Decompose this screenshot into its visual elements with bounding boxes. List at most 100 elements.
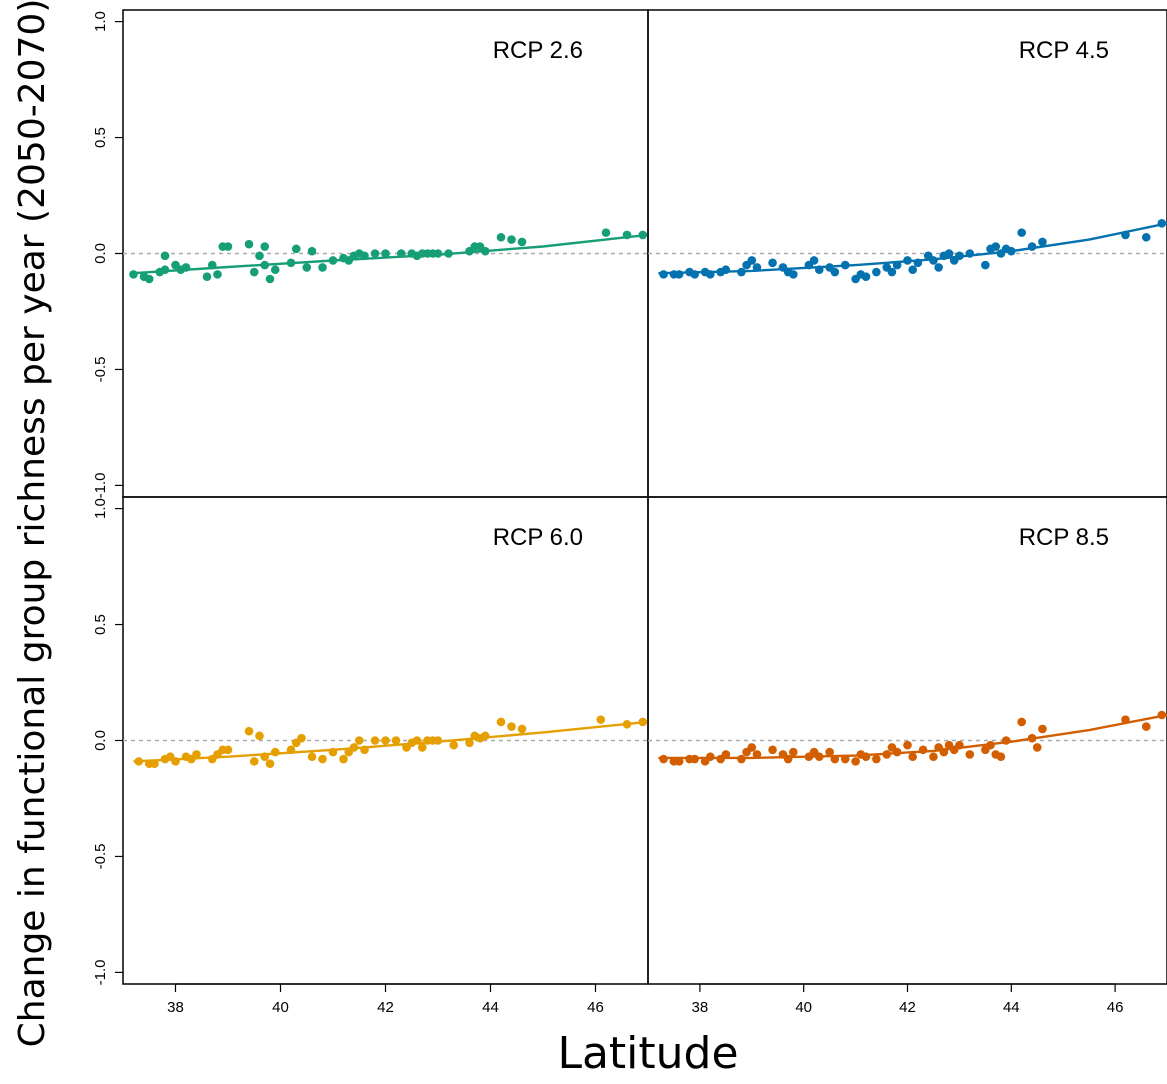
data-point — [903, 256, 912, 265]
panel-2: -1.0 -0.5 0.0 0.5 1.0 38 40 42 44 46 RCP 6.0 — [92, 496, 649, 1016]
data-point — [244, 726, 254, 736]
data-point — [789, 270, 798, 279]
y-tick-label: 0.0 — [92, 243, 109, 264]
data-point — [160, 265, 170, 275]
y-tick-label: 1.0 — [92, 498, 109, 519]
data-point — [307, 246, 317, 256]
data-point — [705, 752, 715, 762]
x-tick-label: 44 — [1003, 999, 1020, 1016]
data-point — [417, 743, 427, 752]
data-point — [638, 230, 648, 240]
data-point — [213, 270, 222, 279]
data-point — [354, 736, 364, 745]
data-point — [517, 237, 527, 247]
data-point — [1121, 715, 1130, 724]
data-point — [302, 263, 312, 272]
data-point — [265, 759, 275, 768]
data-point — [480, 246, 490, 256]
data-point — [861, 752, 871, 762]
panel-label: RCP 8.5 — [1019, 524, 1109, 551]
data-point — [260, 242, 270, 251]
data-point — [270, 747, 280, 757]
data-point — [789, 747, 798, 757]
data-point — [825, 747, 834, 757]
x-tick-label: 38 — [692, 999, 709, 1016]
data-point — [1017, 717, 1026, 727]
data-point — [318, 263, 327, 272]
panel-0: -1.0 -0.5 0.0 0.5 1.0 RCP 2.6 — [92, 9, 649, 498]
data-point — [207, 260, 217, 270]
data-point — [339, 754, 348, 764]
y-tick-label: -0.5 — [92, 844, 109, 870]
y-tick-label: 1.0 — [92, 11, 109, 32]
data-point — [913, 258, 923, 268]
data-point — [705, 270, 715, 279]
data-point — [1007, 246, 1016, 256]
data-point — [360, 251, 369, 261]
data-point — [370, 736, 380, 745]
data-point — [171, 757, 180, 766]
panel-label: RCP 6.0 — [493, 524, 583, 551]
x-tick-label: 42 — [899, 999, 916, 1016]
data-point — [1157, 710, 1167, 720]
data-point — [674, 270, 684, 279]
data-point — [444, 249, 453, 258]
data-point — [768, 745, 777, 755]
y-tick-label: 0.5 — [92, 127, 109, 148]
data-point — [892, 260, 902, 270]
x-tick-label: 44 — [482, 999, 499, 1016]
data-point — [934, 263, 943, 272]
data-point — [1017, 228, 1026, 237]
y-tick-label: -1.0 — [92, 472, 109, 498]
data-point — [840, 754, 850, 764]
data-point — [622, 719, 632, 729]
data-point — [861, 272, 871, 281]
data-point — [601, 228, 611, 237]
data-point — [638, 717, 648, 727]
data-point — [249, 267, 259, 277]
data-point — [1038, 724, 1047, 734]
x-tick-label: 38 — [167, 999, 184, 1016]
data-point — [1001, 736, 1011, 745]
data-point — [449, 740, 459, 750]
data-point — [496, 717, 506, 727]
x-tick-label: 40 — [272, 999, 289, 1016]
panels: -1.0 -0.5 0.0 0.5 1.0 RCP 2.6 RCP 4.5 -1.0 -0.5 0… — [92, 9, 1167, 1016]
x-tick-label: 46 — [1107, 999, 1124, 1016]
data-point — [830, 754, 840, 764]
data-point — [381, 249, 390, 258]
data-point — [507, 722, 516, 731]
data-point — [412, 736, 422, 745]
panel-3: 38 40 42 44 46 RCP 8.5 — [647, 496, 1167, 1016]
data-point — [996, 752, 1006, 762]
data-point — [391, 736, 401, 745]
data-point — [908, 752, 917, 762]
data-point — [814, 265, 824, 275]
data-point — [674, 757, 684, 766]
data-point — [517, 724, 527, 734]
data-point — [249, 757, 259, 766]
data-point — [721, 265, 731, 275]
data-point — [965, 750, 975, 759]
data-point — [965, 249, 975, 258]
data-point — [1121, 230, 1130, 240]
data-point — [1027, 733, 1037, 743]
data-point — [918, 745, 928, 755]
data-point — [433, 249, 443, 258]
data-point — [307, 752, 317, 762]
data-point — [986, 740, 995, 750]
panel-label: RCP 2.6 — [493, 37, 583, 64]
data-point — [265, 274, 275, 284]
data-point — [659, 270, 668, 279]
data-point — [1027, 242, 1037, 251]
data-point — [882, 750, 892, 759]
data-point — [349, 743, 359, 752]
trend-line — [658, 713, 1167, 760]
panel-label: RCP 4.5 — [1019, 37, 1109, 64]
data-point — [1141, 722, 1151, 731]
data-point — [370, 249, 380, 258]
data-point — [903, 740, 912, 750]
data-point — [360, 745, 369, 755]
data-point — [328, 256, 338, 265]
